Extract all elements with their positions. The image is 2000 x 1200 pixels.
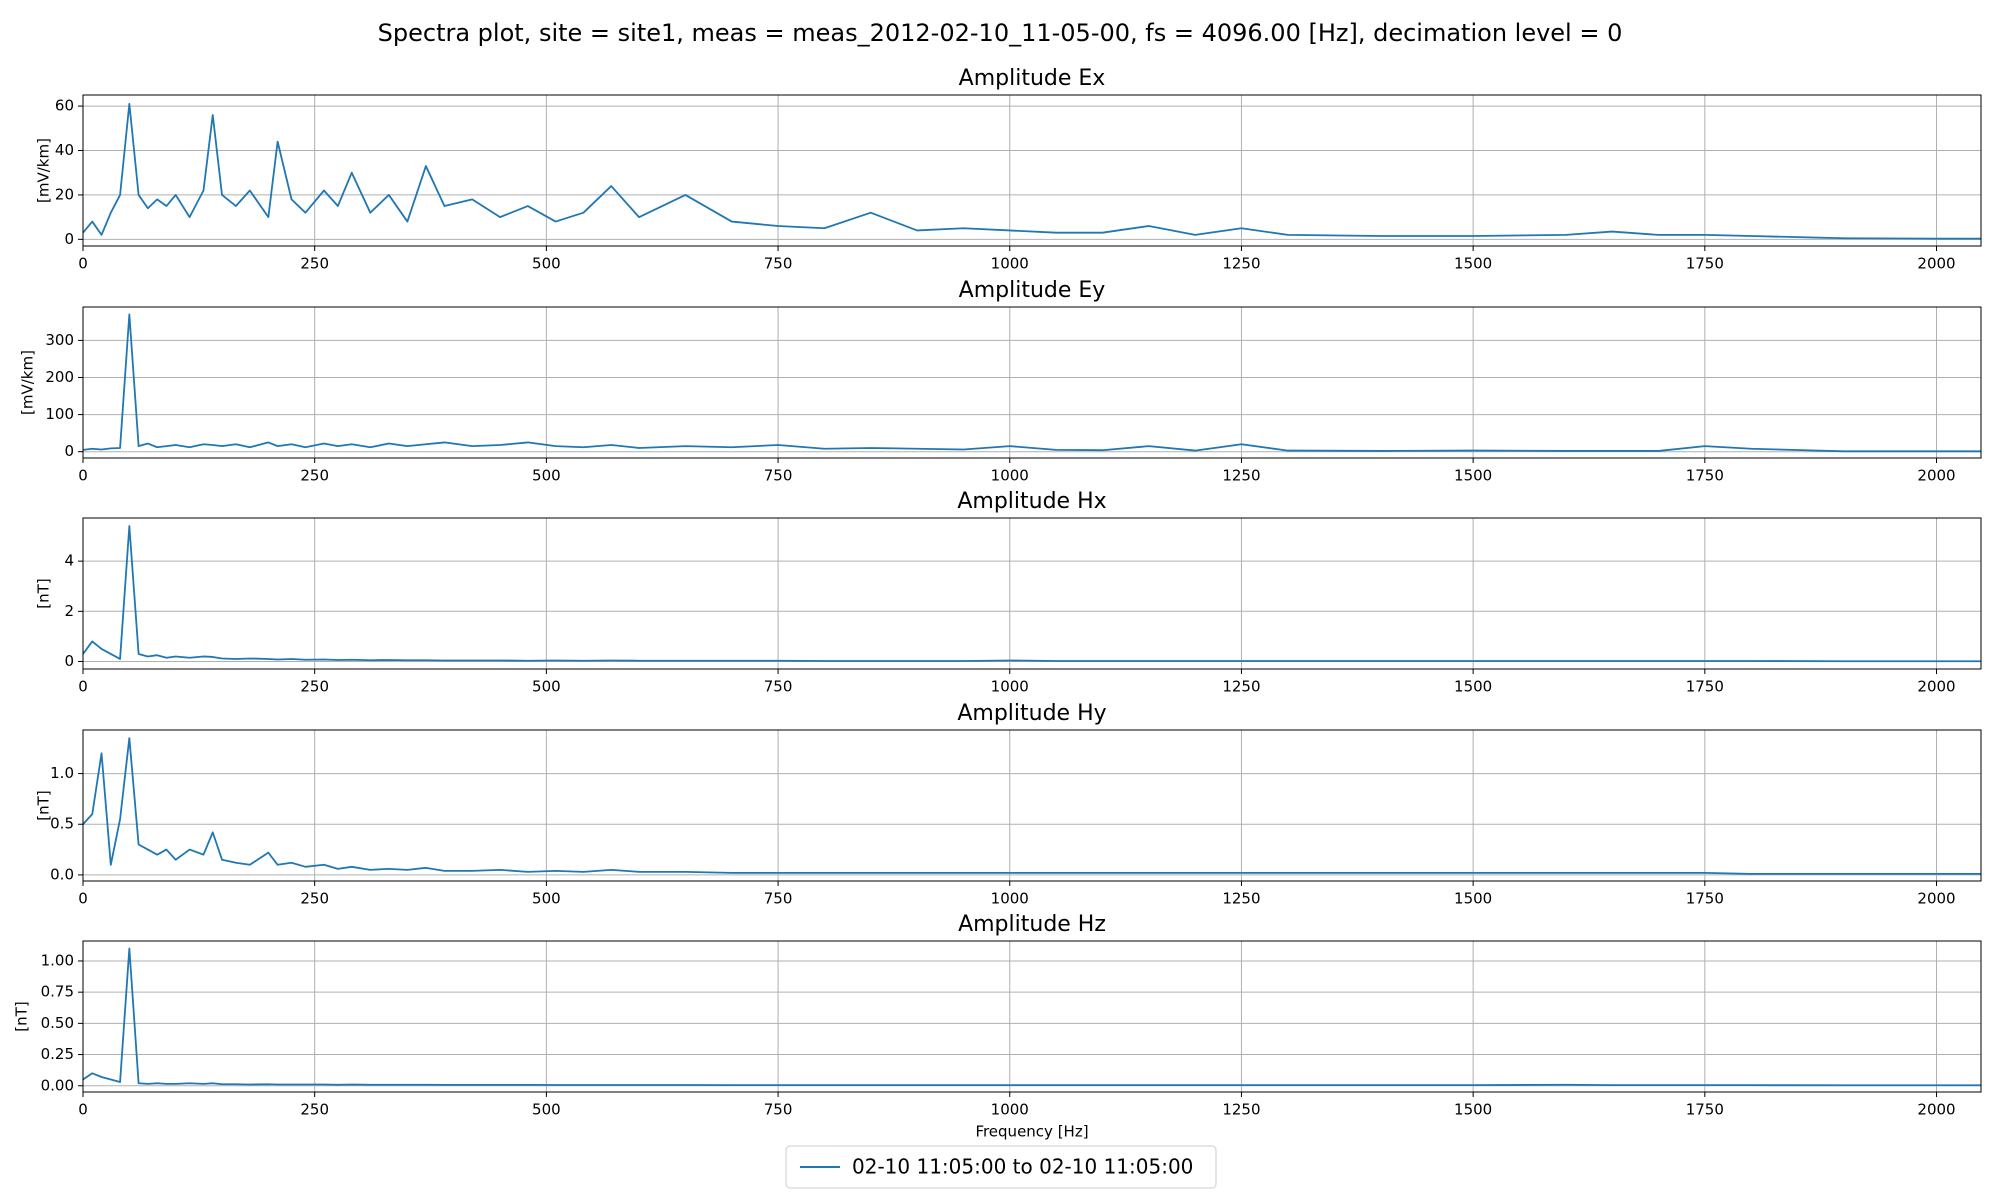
y-axis-label: [nT]	[35, 578, 53, 608]
y-axis-label: [mV/km]	[35, 138, 53, 203]
x-axis-label: Frequency [Hz]	[975, 1123, 1088, 1141]
panel-title: Amplitude Hz	[958, 912, 1106, 937]
legend-label: 02-10 11:05:00 to 02-10 11:05:00	[852, 1155, 1193, 1179]
y-tick-label: 200	[45, 368, 74, 386]
y-tick-label: 0.75	[41, 983, 74, 1001]
spectrum-line	[82, 525, 1981, 663]
y-tick-label: 0.50	[41, 1014, 74, 1032]
x-tick-label: 750	[764, 678, 793, 696]
x-tick-label: 0	[78, 890, 88, 908]
x-tick-label: 1250	[1222, 678, 1260, 696]
x-tick-label: 1000	[991, 467, 1029, 485]
y-tick-label: 0	[64, 442, 74, 460]
legend-box	[785, 1145, 1217, 1189]
y-tick-label: 1.0	[50, 764, 74, 782]
panel-title: Amplitude Hy	[957, 701, 1106, 726]
x-tick-label: 0	[78, 467, 88, 485]
axes-frame	[82, 306, 1982, 459]
x-tick-label: 0	[78, 255, 88, 273]
spectrum-line	[82, 313, 1981, 453]
x-tick-label: 500	[532, 678, 561, 696]
x-tick-label: 1500	[1454, 255, 1492, 273]
y-tick-label: 40	[55, 141, 74, 159]
y-axis-label: [nT]	[13, 1001, 31, 1031]
x-tick-label: 1750	[1686, 1101, 1724, 1119]
panel-title: Amplitude Hx	[957, 489, 1106, 514]
x-tick-label: 1000	[991, 678, 1029, 696]
x-tick-label: 500	[532, 890, 561, 908]
x-tick-label: 1000	[991, 255, 1029, 273]
panel-title: Amplitude Ex	[959, 66, 1106, 91]
y-tick-label: 0.25	[41, 1045, 74, 1063]
x-tick-label: 500	[532, 467, 561, 485]
y-tick-label: 60	[55, 97, 74, 115]
x-tick-label: 250	[300, 678, 329, 696]
x-tick-label: 1500	[1454, 1101, 1492, 1119]
y-tick-label: 0	[64, 652, 74, 670]
x-tick-label: 0	[78, 678, 88, 696]
axes-frame	[82, 729, 1982, 882]
x-tick-label: 2000	[1917, 1101, 1955, 1119]
x-tick-label: 750	[764, 255, 793, 273]
panel-title: Amplitude Ey	[959, 278, 1106, 303]
y-tick-label: 0.00	[41, 1076, 74, 1094]
y-tick-label: 0.0	[50, 865, 74, 883]
x-tick-label: 2000	[1917, 890, 1955, 908]
axes-frame	[82, 517, 1982, 670]
spectrum-line	[82, 737, 1981, 875]
x-tick-label: 1750	[1686, 890, 1724, 908]
spectrum-line	[82, 947, 1981, 1087]
x-tick-label: 1750	[1686, 255, 1724, 273]
x-tick-label: 750	[764, 890, 793, 908]
x-tick-label: 250	[300, 890, 329, 908]
y-tick-label: 4	[64, 552, 74, 570]
x-tick-label: 1000	[991, 890, 1029, 908]
x-tick-label: 1500	[1454, 678, 1492, 696]
x-tick-label: 1500	[1454, 467, 1492, 485]
x-tick-label: 500	[532, 1101, 561, 1119]
x-tick-label: 500	[532, 255, 561, 273]
axes-frame	[82, 940, 1982, 1093]
y-axis-label: [nT]	[35, 790, 53, 820]
x-tick-label: 2000	[1917, 467, 1955, 485]
x-tick-label: 2000	[1917, 678, 1955, 696]
spectrum-line	[82, 102, 1981, 240]
figure-title: Spectra plot, site = site1, meas = meas_…	[378, 19, 1623, 47]
x-tick-label: 1250	[1222, 890, 1260, 908]
x-tick-label: 250	[300, 1101, 329, 1119]
y-tick-label: 0.5	[50, 815, 74, 833]
x-tick-label: 0	[78, 1101, 88, 1119]
x-tick-label: 1750	[1686, 678, 1724, 696]
legend: 02-10 11:05:00 to 02-10 11:05:00	[785, 1145, 1217, 1189]
x-tick-label: 1250	[1222, 1101, 1260, 1119]
y-tick-label: 1.00	[41, 951, 74, 969]
y-tick-label: 300	[45, 331, 74, 349]
x-tick-label: 750	[764, 467, 793, 485]
x-tick-label: 1750	[1686, 467, 1724, 485]
y-axis-label: [mV/km]	[19, 350, 37, 415]
x-tick-label: 1500	[1454, 890, 1492, 908]
x-tick-label: 750	[764, 1101, 793, 1119]
y-tick-label: 0	[64, 230, 74, 248]
x-tick-label: 1250	[1222, 467, 1260, 485]
x-tick-label: 1250	[1222, 255, 1260, 273]
y-tick-label: 2	[64, 602, 74, 620]
x-tick-label: 2000	[1917, 255, 1955, 273]
x-tick-label: 250	[300, 255, 329, 273]
y-tick-label: 100	[45, 405, 74, 423]
y-tick-label: 20	[55, 185, 74, 203]
axes-frame	[82, 94, 1982, 247]
x-tick-label: 1000	[991, 1101, 1029, 1119]
x-tick-label: 250	[300, 467, 329, 485]
